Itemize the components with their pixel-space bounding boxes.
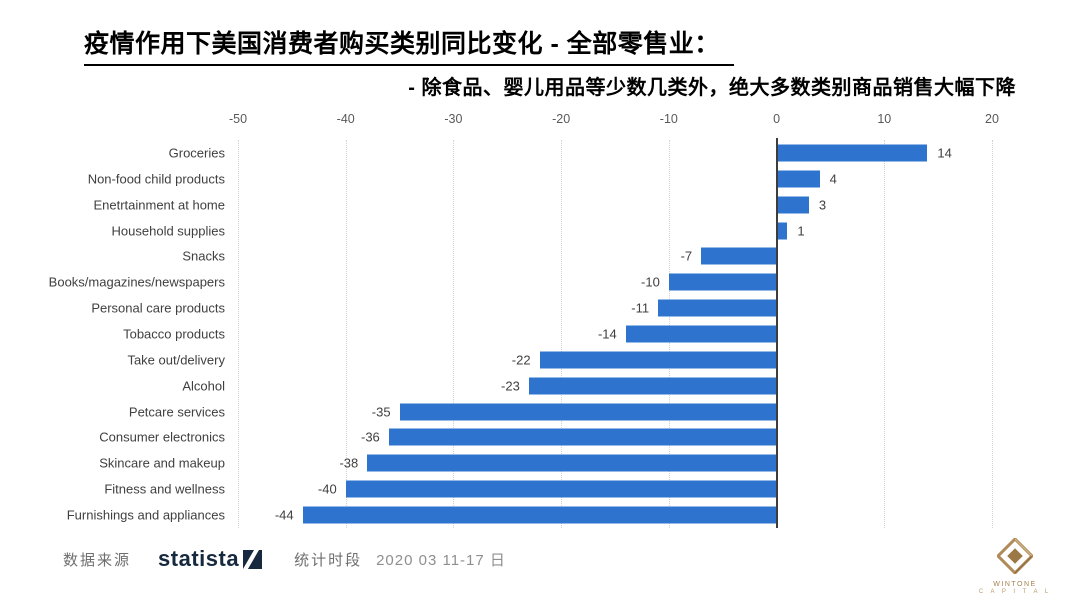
value-label: 3 <box>818 197 827 213</box>
gridline <box>884 140 886 528</box>
axis-tick-label: -30 <box>444 112 463 126</box>
bar <box>776 196 809 214</box>
bar-row: Books/magazines/newspapers -10 <box>49 269 992 295</box>
axis-tick-label: -40 <box>336 112 355 126</box>
value-label: -23 <box>501 378 520 394</box>
zero-axis-line <box>775 138 778 528</box>
bar <box>302 506 777 524</box>
value-label: -11 <box>631 300 650 316</box>
category-label: Enetrtainment at home <box>93 197 225 213</box>
value-label: -10 <box>641 274 660 290</box>
bar-row: Household supplies 1 <box>112 218 992 244</box>
gridline <box>992 140 993 528</box>
category-label: Snacks <box>182 248 225 264</box>
x-axis: -50 -40 -30 -20 -10 0 10 20 <box>229 112 999 130</box>
category-label: Furnishings and appliances <box>66 507 225 523</box>
category-label: Books/magazines/newspapers <box>48 274 225 290</box>
bar-row: Alcohol -23 <box>182 373 992 399</box>
category-label: Skincare and makeup <box>99 455 225 471</box>
gridline <box>561 140 563 528</box>
wintone-capital-logo: WINTONE C A P I T A L <box>972 536 1058 595</box>
bar <box>539 351 777 369</box>
footer: 数据来源 statista 统计时段 2020 03 11-17 日 <box>63 548 506 570</box>
value-label: -14 <box>597 326 617 342</box>
period-value: 2020 03 11-17 日 <box>376 551 506 569</box>
value-label: -7 <box>680 248 693 264</box>
value-label: -35 <box>371 404 391 420</box>
category-label: Fitness and wellness <box>104 481 225 497</box>
bar <box>668 273 777 291</box>
wintone-diamond-icon <box>995 536 1035 576</box>
value-label: -22 <box>511 352 531 368</box>
gridline <box>453 140 455 528</box>
bar <box>345 480 777 498</box>
wintone-logo-subtext: C A P I T A L <box>978 589 1052 595</box>
category-label: Groceries <box>168 145 225 161</box>
bar-row: Snacks -7 <box>182 243 992 269</box>
bar <box>658 299 777 317</box>
bar-row: Personal care products -11 <box>91 295 992 321</box>
bar <box>399 403 777 421</box>
value-label: 14 <box>937 145 952 161</box>
bar <box>701 247 777 265</box>
bar-row: Tobacco products -14 <box>123 321 992 347</box>
wintone-logo-text: WINTONE <box>993 581 1037 588</box>
statista-wordmark: statista <box>158 546 240 571</box>
category-label: Petcare services <box>128 404 225 420</box>
value-label: -36 <box>361 429 380 445</box>
category-label: Household supplies <box>111 223 225 238</box>
value-label: 4 <box>829 171 837 187</box>
bar-row: Consumer electronics -36 <box>99 424 992 450</box>
axis-tick-label: 20 <box>985 112 999 126</box>
value-label: -40 <box>317 481 337 497</box>
source-label: 数据来源 <box>63 551 132 569</box>
axis-tick-label: -50 <box>228 112 248 126</box>
axis-tick-label: -20 <box>552 112 571 126</box>
page-subtitle: - 除食品、婴儿用品等少数几类外，绝大多数类别商品销售大幅下降 <box>408 76 1016 99</box>
axis-tick-label: 10 <box>877 112 892 126</box>
category-label: Alcohol <box>182 378 225 394</box>
category-label: Personal care products <box>91 300 225 316</box>
category-label: Take out/delivery <box>127 352 225 368</box>
bar-row: Groceries 14 <box>169 140 992 166</box>
statista-logo-icon <box>243 550 263 569</box>
bar-row: Skincare and makeup -38 <box>99 450 992 476</box>
category-label: Tobacco products <box>123 326 225 342</box>
bar <box>776 144 928 162</box>
bar-rows: Groceries 14 Non-food child products 4 Enetr… <box>49 140 992 528</box>
bar <box>776 222 788 239</box>
gridline <box>238 140 239 528</box>
statista-logo: statista <box>158 546 263 571</box>
bar-row: Take out/delivery -22 <box>127 347 992 373</box>
gridline <box>345 140 347 528</box>
bar-row: Furnishings and appliances -44 <box>67 502 992 528</box>
page-title: 疫情作用下美国消费者购买类别同比变化 - 全部零售业： <box>84 30 734 66</box>
axis-tick-label: -10 <box>659 112 678 126</box>
bar <box>625 325 777 343</box>
value-label: -38 <box>339 455 359 471</box>
category-label: Consumer electronics <box>99 429 225 445</box>
bar-row: Enetrtainment at home 3 <box>93 192 992 218</box>
bar <box>367 454 777 472</box>
category-label: Non-food child products <box>87 171 225 187</box>
period-label: 统计时段 <box>294 551 363 569</box>
value-label: -44 <box>274 507 294 523</box>
bar <box>776 170 820 188</box>
axis-tick-label: 0 <box>773 112 781 126</box>
header: 疫情作用下美国消费者购买类别同比变化 - 全部零售业： - 除食品、婴儿用品等少… <box>0 30 1080 100</box>
bar <box>388 428 777 446</box>
bar-row: Non-food child products 4 <box>88 166 992 192</box>
value-label: 1 <box>797 223 805 238</box>
bar <box>528 377 777 395</box>
bar-row: Petcare services -35 <box>129 399 992 425</box>
plot-area: Groceries 14 Non-food child products 4 Enetr… <box>49 138 993 528</box>
bar-row: Fitness and wellness -40 <box>104 476 992 502</box>
